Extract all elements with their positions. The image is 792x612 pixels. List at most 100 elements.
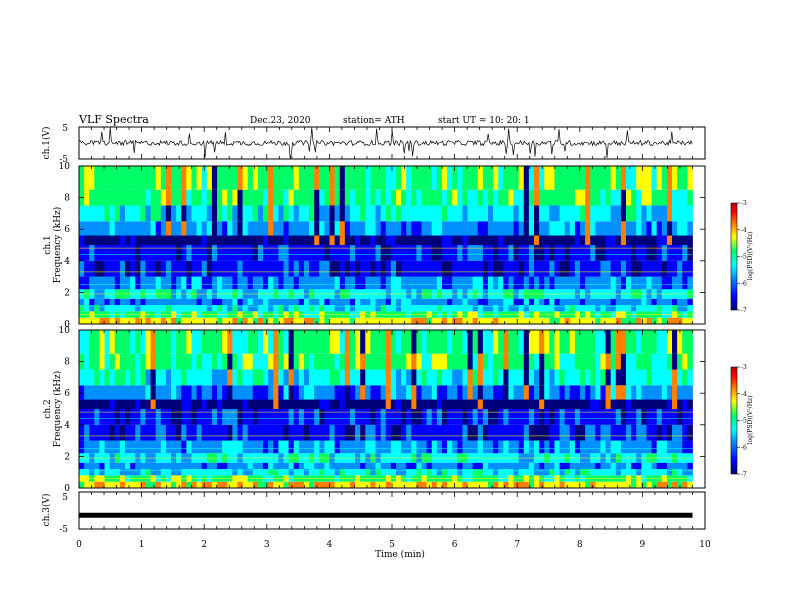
spectrogram-cell xyxy=(355,305,361,312)
spectrogram-cell xyxy=(411,353,417,370)
spectrogram-cell xyxy=(349,235,356,245)
spectrogram-cell xyxy=(283,276,289,290)
spectrogram-cell xyxy=(160,469,167,476)
spectrogram-cell xyxy=(370,353,376,370)
colorbar-tick-label: -7 xyxy=(741,307,747,314)
spectrogram-cell xyxy=(666,235,673,245)
spectrogram-cell xyxy=(539,245,545,261)
spectrogram-cell xyxy=(508,317,514,324)
spectrogram-cell xyxy=(421,317,428,324)
spectrogram-cell xyxy=(339,481,346,488)
spectrogram-cell xyxy=(119,305,126,312)
spectrogram-cell xyxy=(523,276,530,290)
spectrogram-cell xyxy=(181,298,187,306)
spectrogram-cell xyxy=(401,330,407,354)
spectrogram-cell xyxy=(155,440,162,454)
spectrogram-cell xyxy=(646,205,652,222)
spectrogram-cell xyxy=(242,166,249,190)
spectrogram-cell xyxy=(155,205,162,222)
spectrogram-cell xyxy=(656,330,663,354)
spectrogram-cell xyxy=(646,409,652,425)
spectrogram-cell xyxy=(109,399,116,409)
spectrogram-cell xyxy=(580,189,586,206)
spectrogram-cell xyxy=(186,305,192,312)
spectrogram-cell xyxy=(523,353,530,370)
ch3-ytick-bottom: -5 xyxy=(59,525,68,535)
spectrogram-cell xyxy=(554,469,560,476)
spectrogram-cell xyxy=(171,235,177,245)
spectrogram-cell xyxy=(171,409,177,425)
spectrogram-cell xyxy=(252,369,259,386)
spectrogram-cell xyxy=(135,276,141,290)
spectrogram-cell xyxy=(206,462,213,470)
spectrogram-cell xyxy=(370,462,376,470)
spectrogram-cell xyxy=(176,462,182,470)
spectrogram-cell xyxy=(309,330,315,354)
spectrogram-cell xyxy=(339,260,346,277)
spectrogram-cell xyxy=(620,260,627,277)
spectrogram-cell xyxy=(431,305,438,312)
spectrogram-cell xyxy=(416,317,422,324)
spectrogram-cell xyxy=(472,424,479,441)
spectrogram-cell xyxy=(360,298,366,306)
colorbar-tick-label: -3 xyxy=(741,200,747,207)
spectrogram-cell xyxy=(498,369,504,386)
spectrogram-cell xyxy=(79,399,85,409)
spectrogram-cell xyxy=(534,235,540,245)
spectrogram-cell xyxy=(447,205,453,222)
spectrogram-cell xyxy=(457,440,463,454)
spectrogram-cell xyxy=(636,399,642,409)
spectrogram-cell xyxy=(416,369,422,386)
spectrogram-cell xyxy=(672,469,678,476)
spectrogram-cell xyxy=(217,424,223,441)
spectrogram-cell xyxy=(631,205,637,222)
spectrogram-cell xyxy=(222,245,228,261)
spectrogram-cell xyxy=(467,317,474,324)
tick-marks xyxy=(78,127,706,529)
spectrogram-cell xyxy=(201,440,208,454)
spectrogram-cell xyxy=(431,298,438,306)
spectrogram-cell xyxy=(176,205,182,222)
spectrogram-cell xyxy=(227,424,233,441)
spectrogram-cell xyxy=(467,205,474,222)
spectrogram-cell xyxy=(344,469,351,476)
spectrogram-cell xyxy=(165,424,172,441)
spectrogram-cell xyxy=(487,353,494,370)
spectrogram-cell xyxy=(344,221,351,236)
spectrogram-cell xyxy=(217,245,223,261)
spectrogram-cell xyxy=(380,305,387,312)
spectrogram-cell xyxy=(539,462,545,470)
spectrogram-cell xyxy=(687,424,693,441)
spectrogram-cell xyxy=(523,298,530,306)
spectrogram-cell xyxy=(421,260,428,277)
spectrogram-cell xyxy=(672,166,678,190)
spectrogram-cell xyxy=(298,235,305,245)
spectrogram-cell xyxy=(365,317,371,324)
spectrogram-cell xyxy=(380,221,387,236)
spectrogram-cell xyxy=(349,462,356,470)
spectrogram-cell xyxy=(365,399,371,409)
spectrogram-cell xyxy=(436,369,443,386)
spectrogram-cell xyxy=(411,385,417,400)
spectrogram-cell xyxy=(263,260,269,277)
spectrogram-cell xyxy=(687,385,693,400)
spectrogram-cell xyxy=(539,399,545,409)
spectrogram-cell xyxy=(600,245,606,261)
spectrogram-cell xyxy=(329,424,336,441)
spectrogram-cell xyxy=(416,330,422,354)
spectrogram-cell xyxy=(534,469,540,476)
spectrogram-cell xyxy=(196,305,203,312)
spectrogram-cell xyxy=(441,317,448,324)
spectrogram-cell xyxy=(513,424,520,441)
spectrogram-cell xyxy=(452,260,458,277)
spectrogram-cell xyxy=(580,481,586,488)
spectrogram-cell xyxy=(636,166,642,190)
spectrogram-cell xyxy=(487,166,494,190)
spectrogram-cell xyxy=(165,166,172,190)
spectrogram-cell xyxy=(528,245,535,261)
spectrogram-cell xyxy=(119,353,126,370)
spectrogram-cell xyxy=(472,440,479,454)
spectrogram-cell xyxy=(130,440,136,454)
spectrogram-cell xyxy=(534,399,540,409)
spectrogram-cell xyxy=(687,317,693,324)
